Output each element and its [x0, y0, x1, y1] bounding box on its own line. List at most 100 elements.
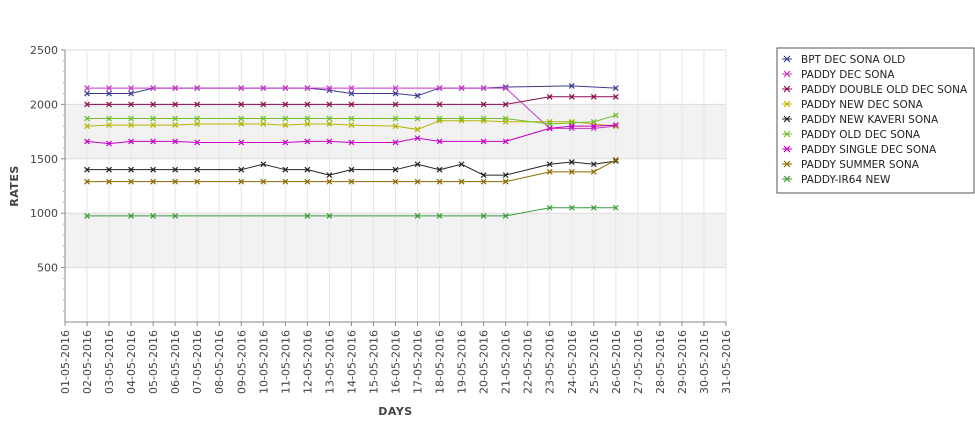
data-point [106, 101, 112, 108]
data-point [590, 161, 597, 168]
data-point [128, 85, 135, 92]
data-point [480, 212, 487, 219]
legend-item: PADDY SINGLE DEC SONA [782, 144, 937, 156]
series-layer [84, 82, 619, 219]
data-point [304, 85, 311, 92]
data-point [414, 178, 421, 185]
data-point [304, 166, 311, 173]
data-point [392, 85, 399, 92]
y-tick-label: 500 [37, 262, 58, 275]
data-point [612, 93, 619, 100]
data-point [260, 85, 267, 92]
data-point [128, 90, 135, 97]
data-point [568, 168, 575, 175]
data-point [612, 156, 619, 163]
data-point [172, 115, 179, 122]
x-tick-label: 15-05-2016 [367, 330, 380, 394]
data-point [260, 101, 267, 108]
data-point [348, 85, 355, 92]
legend-item: PADDY OLD DEC SONA [782, 129, 921, 141]
data-point [568, 82, 575, 89]
data-point [150, 115, 157, 122]
data-point [348, 122, 355, 128]
legend-label: PADDY DEC SONA [801, 69, 895, 81]
legend-label: PADDY NEW KAVERI SONA [801, 114, 939, 126]
data-point [502, 178, 509, 185]
data-point [260, 161, 267, 168]
data-point [238, 121, 245, 127]
data-point [414, 126, 421, 133]
data-point [172, 166, 179, 173]
data-point [128, 138, 135, 145]
legend-marker [783, 145, 791, 153]
data-point [194, 115, 201, 122]
legend-label: BPT DEC SONA OLD [801, 54, 905, 66]
x-tick-label: 09-05-2016 [235, 330, 248, 394]
data-point [458, 178, 465, 185]
data-point [392, 115, 399, 122]
x-tick-label: 07-05-2016 [191, 330, 204, 394]
data-point [502, 85, 509, 92]
data-point [128, 178, 135, 185]
x-tick-label: 23-05-2016 [544, 330, 557, 394]
y-tick-label: 1000 [30, 207, 58, 220]
data-point [480, 85, 487, 92]
data-point [172, 138, 179, 145]
data-point [436, 85, 443, 92]
x-tick-label: 21-05-2016 [500, 330, 513, 394]
data-point [436, 212, 443, 219]
data-point [106, 178, 112, 185]
series-line [87, 159, 617, 183]
data-point [326, 212, 333, 219]
data-point [392, 178, 399, 185]
data-point [392, 139, 399, 146]
data-point [502, 172, 509, 179]
data-point [194, 139, 201, 146]
data-point [392, 101, 399, 108]
x-tick-label: 02-05-2016 [81, 330, 94, 394]
legend-label: PADDY OLD DEC SONA [801, 129, 921, 141]
series-line [86, 124, 616, 145]
series-line [87, 96, 616, 105]
data-point [238, 85, 245, 92]
data-point [304, 101, 311, 108]
data-point [84, 178, 90, 185]
data-point [502, 138, 509, 145]
data-point [304, 121, 311, 127]
series-group [84, 156, 619, 185]
legend-marker [783, 100, 791, 108]
data-point [194, 178, 201, 185]
x-tick-label: 16-05-2016 [390, 330, 403, 394]
legend-label: PADDY-IR64 NEW [801, 174, 891, 186]
data-point [414, 161, 421, 168]
data-point [150, 85, 157, 92]
data-point [458, 85, 465, 92]
legend-item: PADDY NEW DEC SONA [782, 99, 924, 111]
x-tick-label: 01-05-2016 [59, 330, 72, 394]
x-tick-label: 22-05-2016 [522, 330, 535, 394]
data-point [546, 204, 553, 211]
data-point [84, 138, 90, 145]
data-point [84, 166, 90, 173]
data-point [392, 123, 399, 130]
x-tick-label: 04-05-2016 [125, 330, 138, 394]
data-point [238, 178, 245, 185]
data-point [612, 158, 619, 164]
series-group [84, 117, 619, 133]
legend-item: BPT DEC SONA OLD [782, 54, 905, 66]
data-point [304, 212, 311, 219]
legend-marker [783, 115, 791, 123]
data-point [106, 166, 112, 173]
data-point [282, 122, 289, 128]
data-point [128, 122, 135, 128]
data-point [480, 172, 487, 179]
data-point [326, 172, 333, 179]
data-point [502, 212, 509, 219]
data-point [348, 139, 355, 146]
data-point [502, 101, 509, 108]
data-point [282, 178, 289, 185]
data-point [194, 166, 201, 173]
data-point [150, 122, 157, 128]
data-point [194, 85, 201, 92]
x-tick-label: 31-05-2016 [720, 330, 733, 394]
